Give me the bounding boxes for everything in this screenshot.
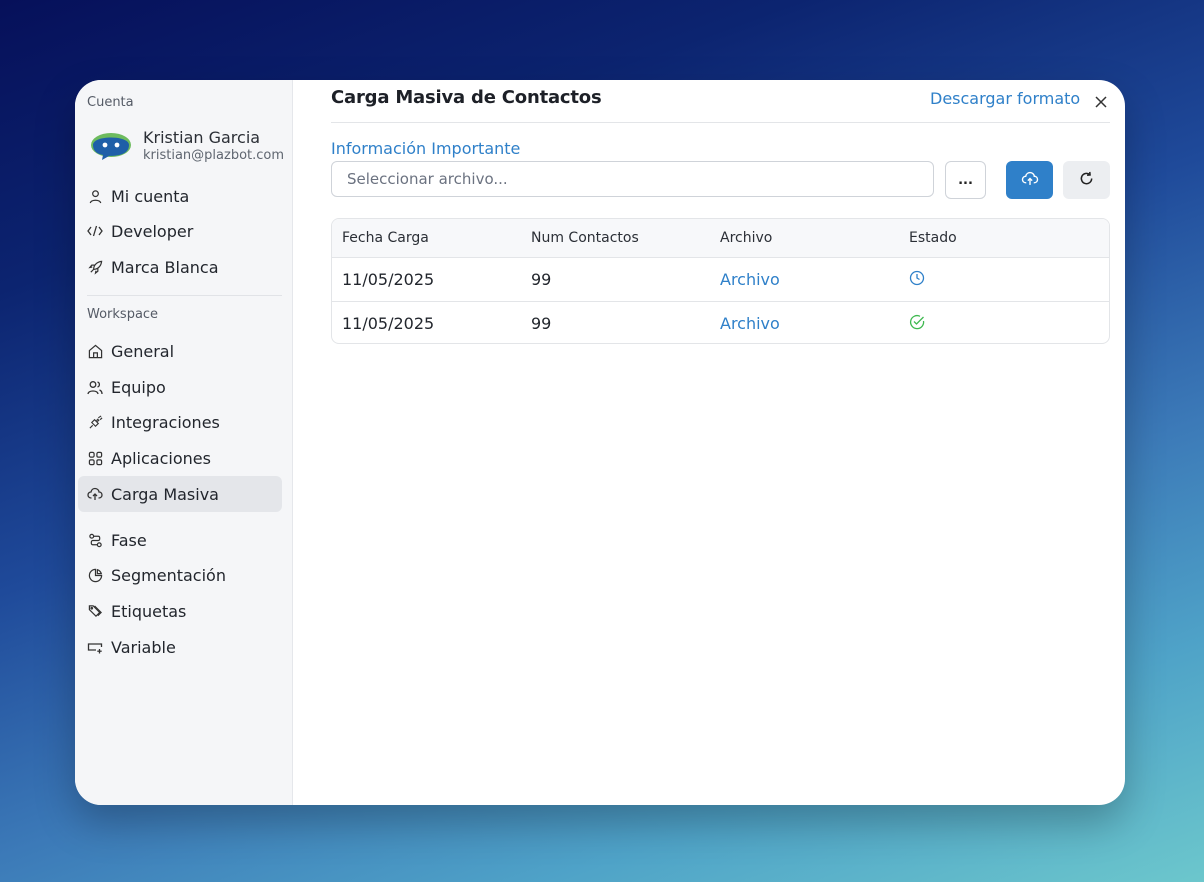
settings-window: Cuenta Kristian Garcia kristian@plazbot.… xyxy=(75,80,1125,805)
column-header: Estado xyxy=(909,230,957,246)
nav-label: Carga Masiva xyxy=(111,484,219,504)
file-select-input[interactable] xyxy=(331,161,934,197)
cloud-upload-icon xyxy=(1021,171,1039,190)
count-cell: 99 xyxy=(531,270,552,289)
nav-item-etiquetas[interactable]: Etiquetas xyxy=(78,593,282,629)
workspace-section-label: Workspace xyxy=(87,307,159,322)
nav-item-aplicaciones[interactable]: Aplicaciones xyxy=(78,440,282,476)
main-panel: Carga Masiva de Contactos Descargar form… xyxy=(293,80,1125,805)
variable-icon xyxy=(87,639,103,655)
account-section-label: Cuenta xyxy=(87,95,134,110)
upload-button[interactable] xyxy=(1006,161,1053,199)
browse-file-button[interactable]: ... xyxy=(945,161,986,199)
date-cell: 11/05/2025 xyxy=(342,270,435,289)
rocket-icon xyxy=(87,259,103,275)
user-icon xyxy=(87,188,103,204)
nav-label: Marca Blanca xyxy=(111,257,219,277)
pie-chart-icon xyxy=(87,567,103,583)
nav-label: Developer xyxy=(111,221,194,241)
refresh-button[interactable] xyxy=(1063,161,1110,199)
nav-item-fase[interactable]: Fase xyxy=(78,522,282,558)
column-header: Archivo xyxy=(720,230,773,246)
cloud-upload-icon xyxy=(87,486,103,502)
nav-item-equipo[interactable]: Equipo xyxy=(78,369,282,405)
uploads-table: Fecha Carga Num Contactos Archivo Estado… xyxy=(331,218,1110,344)
header-divider xyxy=(331,122,1110,123)
user-email: kristian@plazbot.com xyxy=(143,148,285,163)
count-cell: 99 xyxy=(531,314,552,333)
nav-item-general[interactable]: General xyxy=(78,333,282,369)
file-link[interactable]: Archivo xyxy=(720,314,780,333)
nav-label: Fase xyxy=(111,530,147,550)
user-profile: Kristian Garcia kristian@plazbot.com xyxy=(89,128,284,163)
important-info-link[interactable]: Información Importante xyxy=(331,139,521,158)
nav-item-segmentacion[interactable]: Segmentación xyxy=(78,557,282,593)
route-icon xyxy=(87,532,103,548)
nav-label: Mi cuenta xyxy=(111,186,190,206)
user-name: Kristian Garcia xyxy=(143,128,261,147)
table-row: 11/05/2025 99 Archivo xyxy=(332,301,1109,343)
column-header: Num Contactos xyxy=(531,230,639,246)
nav-label: Integraciones xyxy=(111,412,220,432)
nav-label: Equipo xyxy=(111,377,166,397)
avatar xyxy=(89,130,133,162)
clock-icon xyxy=(909,270,925,290)
nav-label: Etiquetas xyxy=(111,601,187,621)
code-icon xyxy=(87,223,103,239)
table-row: 11/05/2025 99 Archivo xyxy=(332,257,1109,301)
tags-icon xyxy=(87,603,103,619)
nav-label: Segmentación xyxy=(111,565,226,585)
download-format-link[interactable]: Descargar formato xyxy=(930,89,1081,108)
nav-label: Aplicaciones xyxy=(111,448,211,468)
nav-item-marca-blanca[interactable]: Marca Blanca xyxy=(78,249,282,285)
file-link[interactable]: Archivo xyxy=(720,270,780,289)
table-header: Fecha Carga Num Contactos Archivo Estado xyxy=(332,219,1109,257)
nav-item-mi-cuenta[interactable]: Mi cuenta xyxy=(78,178,282,214)
nav-item-integraciones[interactable]: Integraciones xyxy=(78,404,282,440)
date-cell: 11/05/2025 xyxy=(342,314,435,333)
nav-label: General xyxy=(111,341,175,361)
nav-label: Variable xyxy=(111,637,176,657)
plug-icon xyxy=(87,414,103,430)
close-icon[interactable] xyxy=(1093,94,1109,110)
home-icon xyxy=(87,343,103,359)
refresh-icon xyxy=(1079,171,1094,190)
nav-item-carga-masiva[interactable]: Carga Masiva xyxy=(78,476,282,512)
sidebar: Cuenta Kristian Garcia kristian@plazbot.… xyxy=(75,80,293,805)
check-circle-icon xyxy=(909,314,925,334)
column-header: Fecha Carga xyxy=(342,230,429,246)
grid-icon xyxy=(87,450,103,466)
bot-logo-icon xyxy=(91,132,131,160)
users-icon xyxy=(87,379,103,395)
nav-item-variable[interactable]: Variable xyxy=(78,629,282,665)
sidebar-divider xyxy=(87,295,282,296)
nav-item-developer[interactable]: Developer xyxy=(78,213,282,249)
page-title: Carga Masiva de Contactos xyxy=(331,87,602,108)
